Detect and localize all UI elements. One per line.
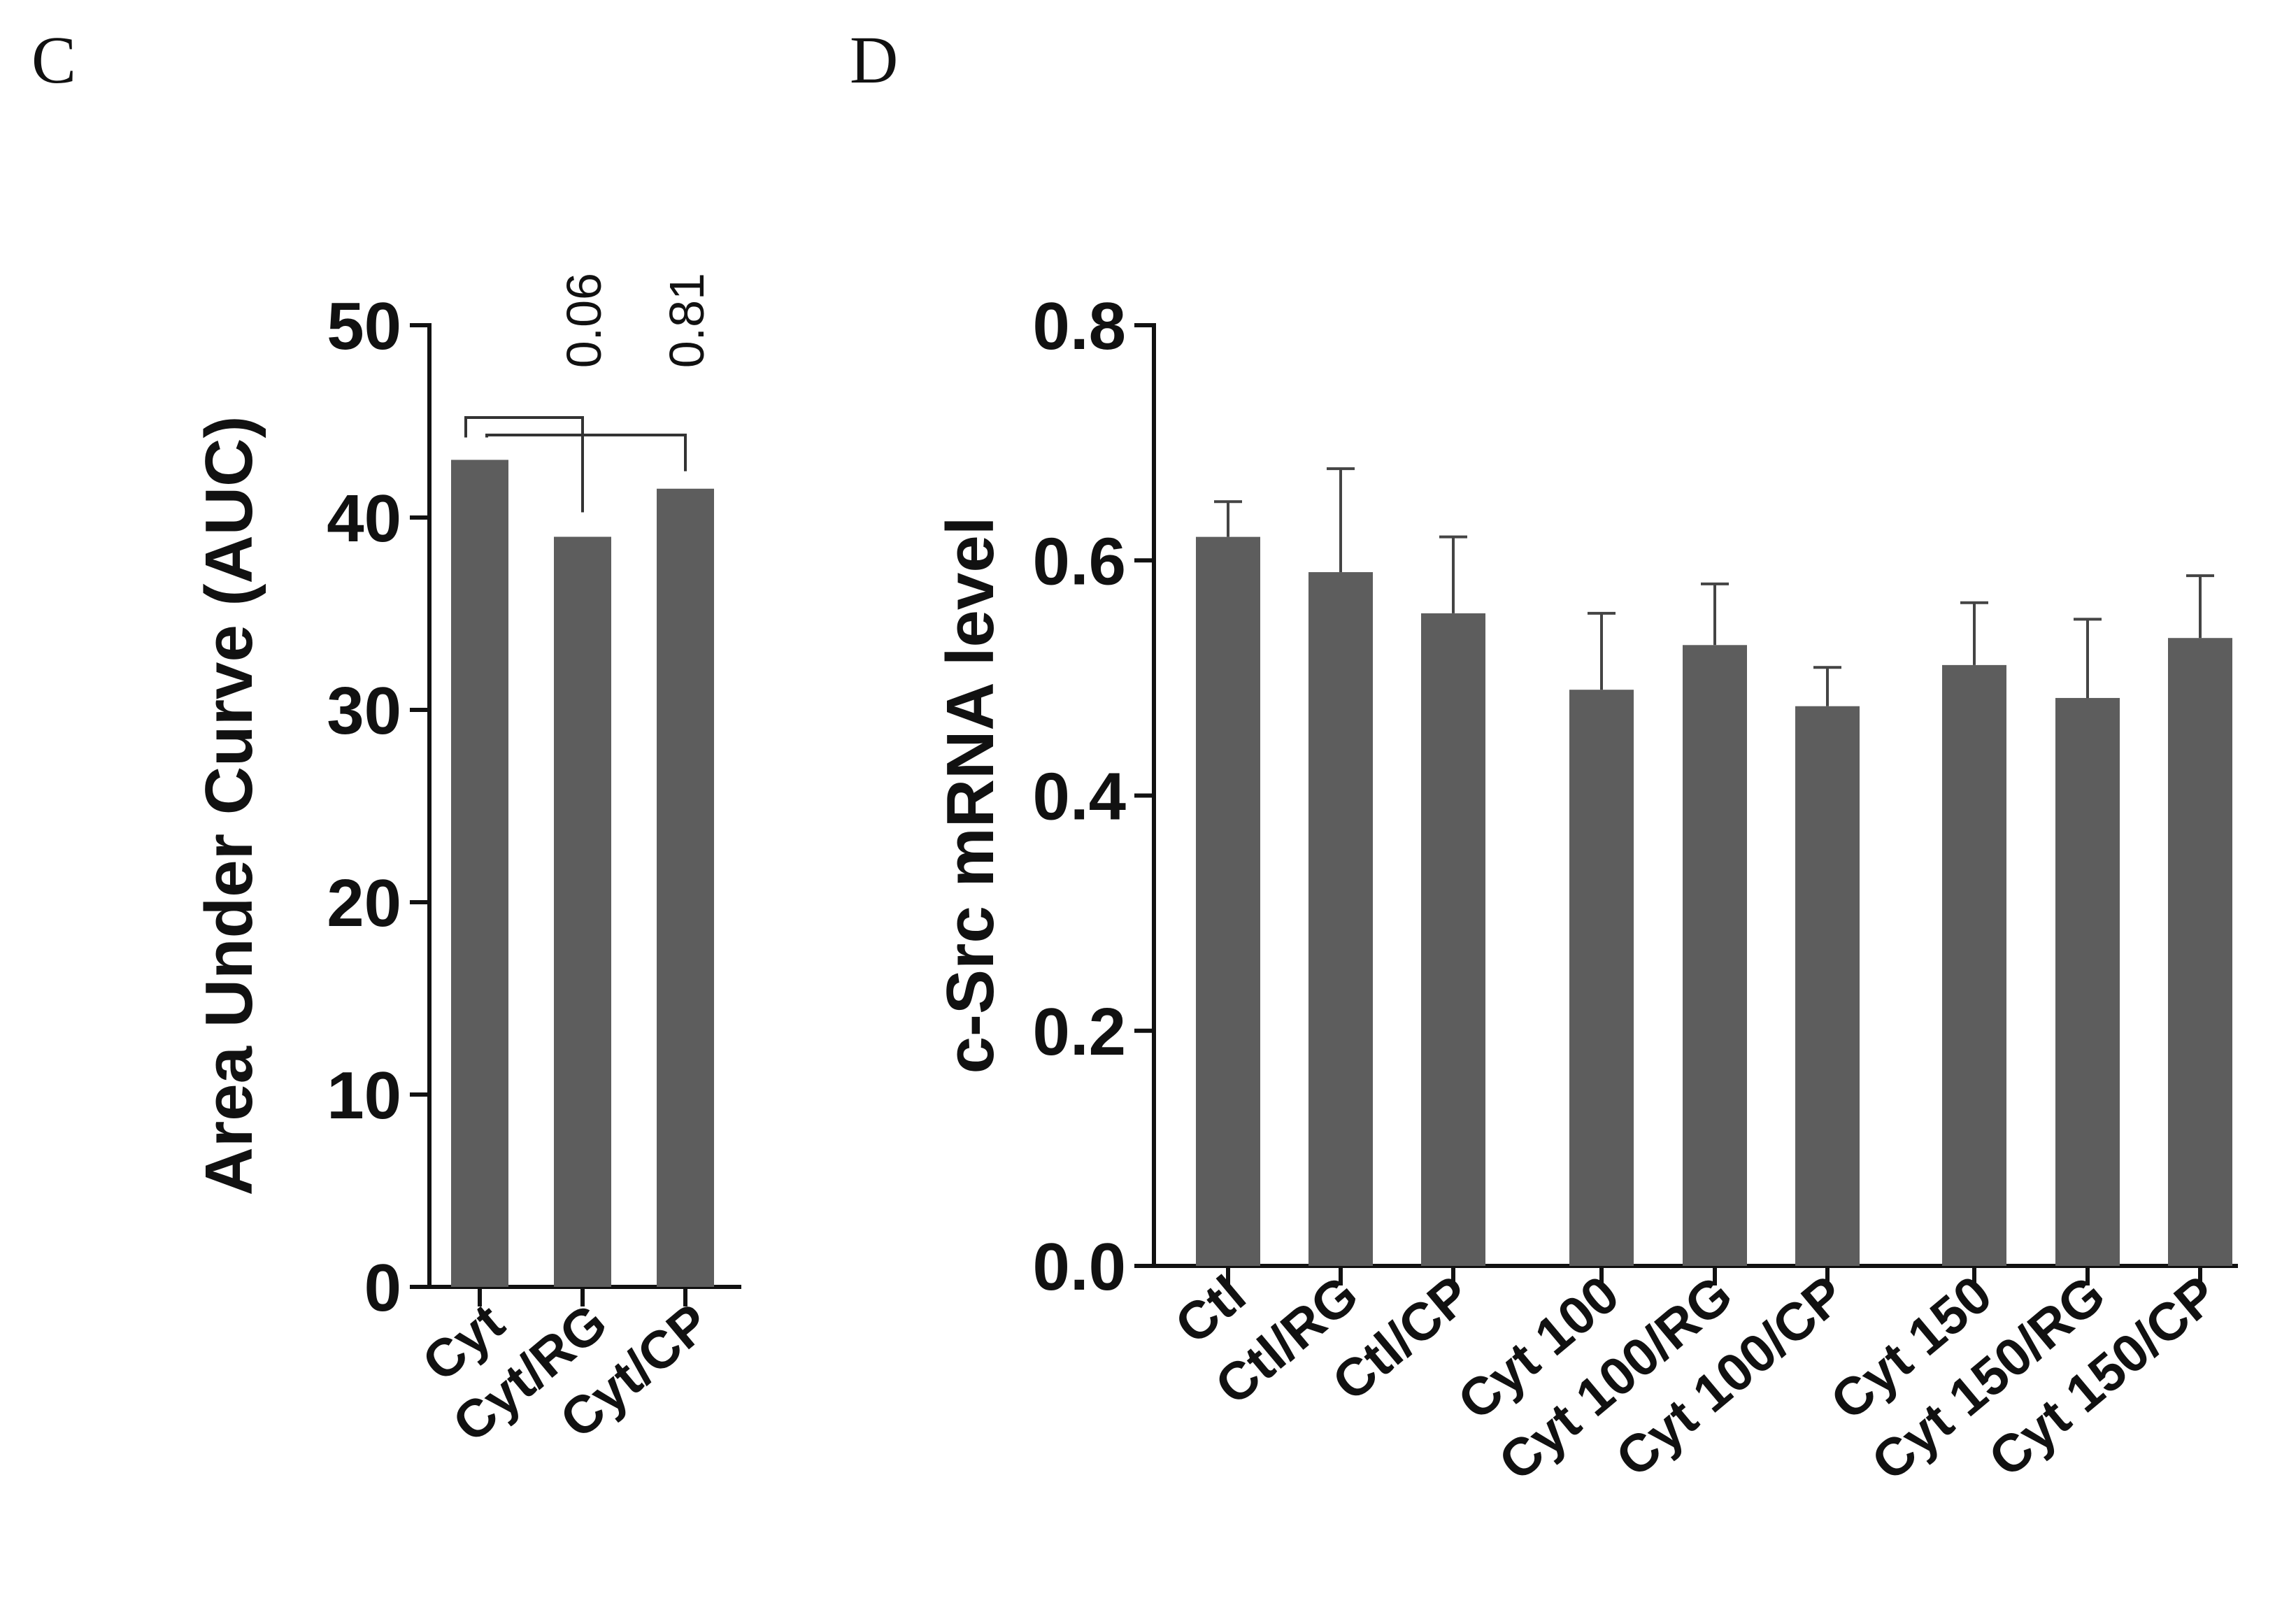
bar-cyt-100-rg xyxy=(1683,645,1747,1266)
p-value-label: 0.06 xyxy=(557,273,611,368)
y-tick-label: 0.6 xyxy=(1033,524,1126,599)
y-tick-label: 0.0 xyxy=(1033,1230,1126,1304)
bar-cyt-rg xyxy=(554,536,611,1287)
bar-cyt-100 xyxy=(1569,690,1634,1266)
bar-ctl-rg xyxy=(1308,572,1373,1266)
bar-cyt-150 xyxy=(1942,664,2006,1266)
bar-ctl xyxy=(1196,536,1260,1266)
chart-panel-d: 0.00.20.40.60.8c-Src mRNA levelCtlCtl/RG… xyxy=(933,289,2238,1493)
bar-cyt-150-cp xyxy=(2168,638,2232,1266)
panel-letter-d: D xyxy=(850,22,898,97)
y-axis-title: Area Under Curve (AUC) xyxy=(192,416,266,1196)
y-axis-title: c-Src mRNA level xyxy=(933,517,1008,1074)
panel-letter-c: C xyxy=(31,22,76,97)
bar-cyt-cp xyxy=(657,488,714,1287)
y-tick-label: 20 xyxy=(327,866,401,941)
y-tick-label: 50 xyxy=(327,289,401,364)
bar-cyt-100-cp xyxy=(1795,706,1860,1266)
p-value-label: 0.81 xyxy=(659,273,714,368)
bar-ctl-cp xyxy=(1421,613,1485,1266)
bar-cyt-150-rg xyxy=(2055,697,2120,1266)
significance-bracket xyxy=(464,416,584,513)
bar-cyt xyxy=(451,460,508,1287)
y-tick-label: 40 xyxy=(327,481,401,556)
y-tick-label: 0.8 xyxy=(1033,289,1126,364)
y-tick-label: 10 xyxy=(327,1058,401,1133)
y-tick-label: 0.4 xyxy=(1033,760,1126,834)
significance-bracket xyxy=(485,434,687,471)
y-tick-label: 30 xyxy=(327,674,401,748)
y-tick-label: 0 xyxy=(364,1251,401,1325)
y-tick-label: 0.2 xyxy=(1033,995,1126,1069)
